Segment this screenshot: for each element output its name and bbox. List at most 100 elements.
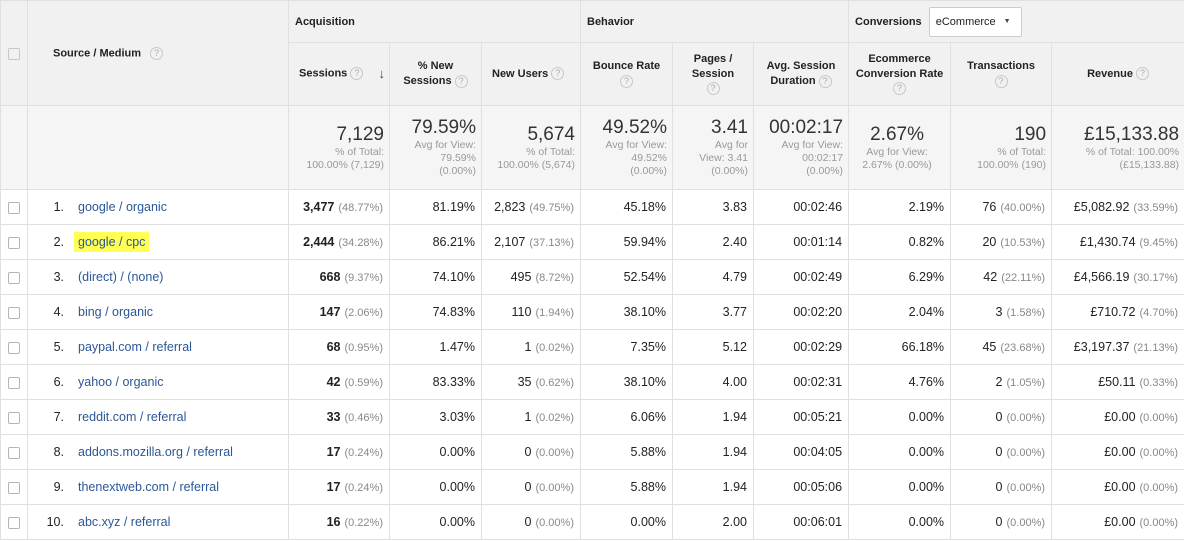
row-checkbox[interactable] xyxy=(8,481,20,494)
help-icon[interactable]: ? xyxy=(150,46,164,60)
new-users-header[interactable]: New Users ? xyxy=(481,42,581,106)
total-value: 5,674 xyxy=(527,123,575,145)
new-users-value: 1 xyxy=(524,340,532,354)
row-checkbox[interactable] xyxy=(8,376,20,389)
sessions-header[interactable]: Sessions ? ↓ xyxy=(288,42,390,106)
source-medium-link[interactable]: google / cpc xyxy=(74,232,150,252)
pages-session-cell: 1.94 xyxy=(672,434,754,470)
row-checkbox[interactable] xyxy=(8,411,20,424)
row-select-cell xyxy=(0,189,28,225)
revenue-pct: (9.45%) xyxy=(1139,237,1179,249)
row-checkbox[interactable] xyxy=(8,446,20,459)
transactions-cell: 0 (0.00%) xyxy=(950,504,1053,540)
new-users-header-label: New Users xyxy=(492,67,549,80)
avg-duration-cell: 00:02:49 xyxy=(752,259,850,295)
table-row: 4. bing / organic 147 (2.06%) 74.83% 110 (1.94… xyxy=(0,294,1184,330)
transactions-cell: 3 (1.58%) xyxy=(950,294,1053,330)
revenue-value: £50.11 xyxy=(1098,375,1136,389)
ecom-rate-cell: 4.76% xyxy=(848,364,952,400)
new-sessions-cell: 1.47% xyxy=(389,329,482,365)
row-checkbox[interactable] xyxy=(8,201,20,214)
conversions-group-header: Conversions eCommerce ▼ xyxy=(848,0,1184,43)
avg-duration-header[interactable]: Avg. Session Duration ? xyxy=(752,42,850,106)
source-medium-cell: 8. addons.mozilla.org / referral xyxy=(27,434,289,470)
help-icon[interactable]: ? xyxy=(1136,67,1149,81)
bounce-rate-cell: 38.10% xyxy=(580,364,673,400)
new-users-cell: 2,823 (49.75%) xyxy=(481,189,581,225)
transactions-pct: (1.05%) xyxy=(1006,377,1046,389)
table-row: 2. google / cpc 2,444 (34.28%) 86.21% 2,107 (3… xyxy=(0,224,1184,260)
row-select-cell xyxy=(0,294,28,330)
pages-session-cell: 5.12 xyxy=(672,329,754,365)
revenue-header[interactable]: Revenue ? xyxy=(1051,42,1184,106)
pages-session-header-label: Pages / Session xyxy=(691,52,735,80)
table-row: 10. abc.xyz / referral 16 (0.22%) 0.00% 0 (0.0… xyxy=(0,504,1184,540)
totals-sessions: 7,129 % of Total: 100.00% (7,129) xyxy=(288,105,390,190)
source-medium-link[interactable]: addons.mozilla.org / referral xyxy=(78,445,233,459)
new-users-pct: (0.02%) xyxy=(535,412,574,424)
row-checkbox[interactable] xyxy=(8,341,20,354)
select-all-checkbox[interactable] xyxy=(8,47,20,60)
new-sessions-cell: 74.10% xyxy=(389,259,482,295)
source-medium-link[interactable]: thenextweb.com / referral xyxy=(78,480,220,494)
transactions-cell: 45 (23.68%) xyxy=(950,329,1053,365)
transactions-value: 42 xyxy=(983,270,998,284)
help-icon[interactable]: ? xyxy=(994,74,1008,88)
help-icon[interactable]: ? xyxy=(818,74,832,88)
help-icon[interactable]: ? xyxy=(551,67,565,81)
transactions-cell: 42 (22.11%) xyxy=(950,259,1053,295)
source-medium-header[interactable]: Source / Medium ? xyxy=(27,0,289,106)
sessions-pct: (0.24%) xyxy=(344,447,383,459)
new-users-pct: (0.00%) xyxy=(535,517,574,529)
help-icon[interactable]: ? xyxy=(454,74,468,88)
revenue-pct: (4.70%) xyxy=(1139,307,1179,319)
source-medium-link[interactable]: (direct) / (none) xyxy=(78,270,164,284)
sort-descending-icon[interactable]: ↓ xyxy=(378,66,385,82)
pages-session-header[interactable]: Pages / Session ? xyxy=(672,42,754,106)
source-medium-link[interactable]: google / organic xyxy=(78,200,167,214)
help-icon[interactable]: ? xyxy=(350,67,364,81)
help-icon[interactable]: ? xyxy=(706,82,720,96)
conversions-dropdown[interactable]: eCommerce ▼ xyxy=(928,6,1022,37)
sessions-pct: (34.28%) xyxy=(338,237,383,249)
source-medium-cell: 5. paypal.com / referral xyxy=(27,329,289,365)
source-medium-cell: 3. (direct) / (none) xyxy=(27,259,289,295)
sessions-pct: (0.24%) xyxy=(344,482,383,494)
table-row: 7. reddit.com / referral 33 (0.46%) 3.03% 1 (0… xyxy=(0,399,1184,435)
new-users-cell: 1 (0.02%) xyxy=(481,329,581,365)
total-sub: % of Total: xyxy=(997,145,1047,158)
pages-session-cell: 3.83 xyxy=(672,189,754,225)
row-index: 1. xyxy=(53,200,64,214)
transactions-header[interactable]: Transactions ? xyxy=(950,42,1053,106)
bounce-rate-header[interactable]: Bounce Rate ? xyxy=(580,42,673,106)
avg-duration-cell: 00:02:29 xyxy=(752,329,850,365)
transactions-header-label: Transactions xyxy=(967,60,1035,72)
row-index: 9. xyxy=(53,480,64,494)
avg-duration-cell: 00:01:14 xyxy=(752,224,850,260)
transactions-cell: 0 (0.00%) xyxy=(950,469,1053,505)
row-checkbox[interactable] xyxy=(8,236,20,249)
source-medium-link[interactable]: yahoo / organic xyxy=(78,375,164,389)
bounce-rate-cell: 5.88% xyxy=(580,434,673,470)
source-medium-label: Source / Medium xyxy=(53,46,142,59)
help-icon[interactable]: ? xyxy=(620,74,633,88)
total-sub: 100.00% (5,674) xyxy=(497,158,575,171)
row-checkbox[interactable] xyxy=(8,271,20,284)
transactions-pct: (10.53%) xyxy=(1000,237,1046,249)
ecom-rate-cell: 6.29% xyxy=(848,259,952,295)
help-icon[interactable]: ? xyxy=(893,82,907,96)
transactions-value: 3 xyxy=(995,305,1003,319)
pages-session-cell: 1.94 xyxy=(672,469,754,505)
new-sessions-header[interactable]: % New Sessions ? xyxy=(389,42,482,106)
transactions-cell: 76 (40.00%) xyxy=(950,189,1053,225)
source-medium-link[interactable]: reddit.com / referral xyxy=(78,410,187,424)
avg-duration-cell: 00:04:05 xyxy=(752,434,850,470)
ecom-rate-header[interactable]: Ecommerce Conversion Rate ? xyxy=(848,42,952,106)
avg-duration-cell: 00:06:01 xyxy=(752,504,850,540)
row-checkbox[interactable] xyxy=(8,516,20,529)
row-checkbox[interactable] xyxy=(8,306,20,319)
source-medium-link[interactable]: bing / organic xyxy=(78,305,154,319)
source-medium-link[interactable]: abc.xyz / referral xyxy=(78,515,171,529)
source-medium-link[interactable]: paypal.com / referral xyxy=(78,340,192,354)
revenue-cell: £710.72 (4.70%) xyxy=(1051,294,1184,330)
